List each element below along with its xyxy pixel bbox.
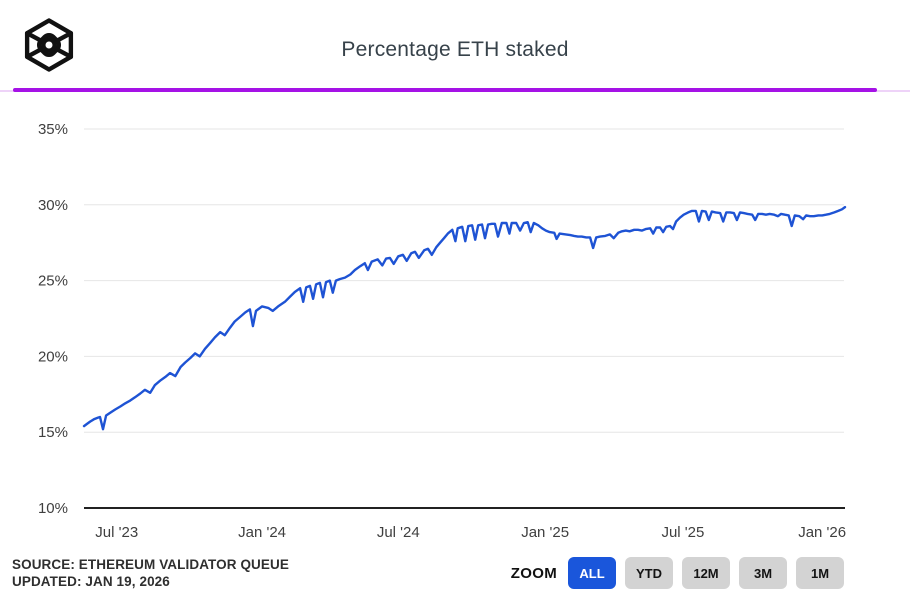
updated-line: UPDATED: JAN 19, 2026 xyxy=(12,574,170,589)
x-tick-label: Jan '26 xyxy=(798,524,846,541)
eth-staked-line xyxy=(82,205,847,431)
zoom-button-1m[interactable]: 1M xyxy=(796,557,844,589)
block-cube-logo-icon xyxy=(24,18,74,72)
header: Percentage ETH staked xyxy=(0,0,910,85)
page-title: Percentage ETH staked xyxy=(341,38,569,61)
zoom-controls-label: ZOOM xyxy=(510,564,557,582)
accent-divider-bar xyxy=(13,88,877,92)
y-tick-label: 10% xyxy=(38,500,68,517)
zoom-button-group: ALL YTD 12M 3M 1M xyxy=(568,557,844,589)
zoom-button-3m[interactable]: 3M xyxy=(739,557,787,589)
y-tick-label: 25% xyxy=(38,273,68,290)
chart-source-note: SOURCE: ETHEREUM VALIDATOR QUEUE UPDATED… xyxy=(12,556,289,590)
x-tick-label: Jan '25 xyxy=(521,524,569,541)
y-tick-label: 20% xyxy=(38,348,68,365)
source-line: SOURCE: ETHEREUM VALIDATOR QUEUE xyxy=(12,557,289,572)
y-tick-label: 30% xyxy=(38,197,68,214)
zoom-button-12m[interactable]: 12M xyxy=(682,557,730,589)
zoom-controls: ZOOM ALL YTD 12M 3M 1M xyxy=(511,557,844,589)
x-tick-label: Jan '24 xyxy=(238,524,286,541)
x-tick-label: Jul '23 xyxy=(95,524,138,541)
accent-divider xyxy=(0,88,910,93)
x-tick-label: Jul '25 xyxy=(661,524,704,541)
y-tick-label: 15% xyxy=(38,424,68,441)
y-tick-label: 35% xyxy=(38,121,68,138)
zoom-button-all[interactable]: ALL xyxy=(568,557,616,589)
x-tick-label: Jul '24 xyxy=(377,524,420,541)
zoom-button-ytd[interactable]: YTD xyxy=(625,557,673,589)
